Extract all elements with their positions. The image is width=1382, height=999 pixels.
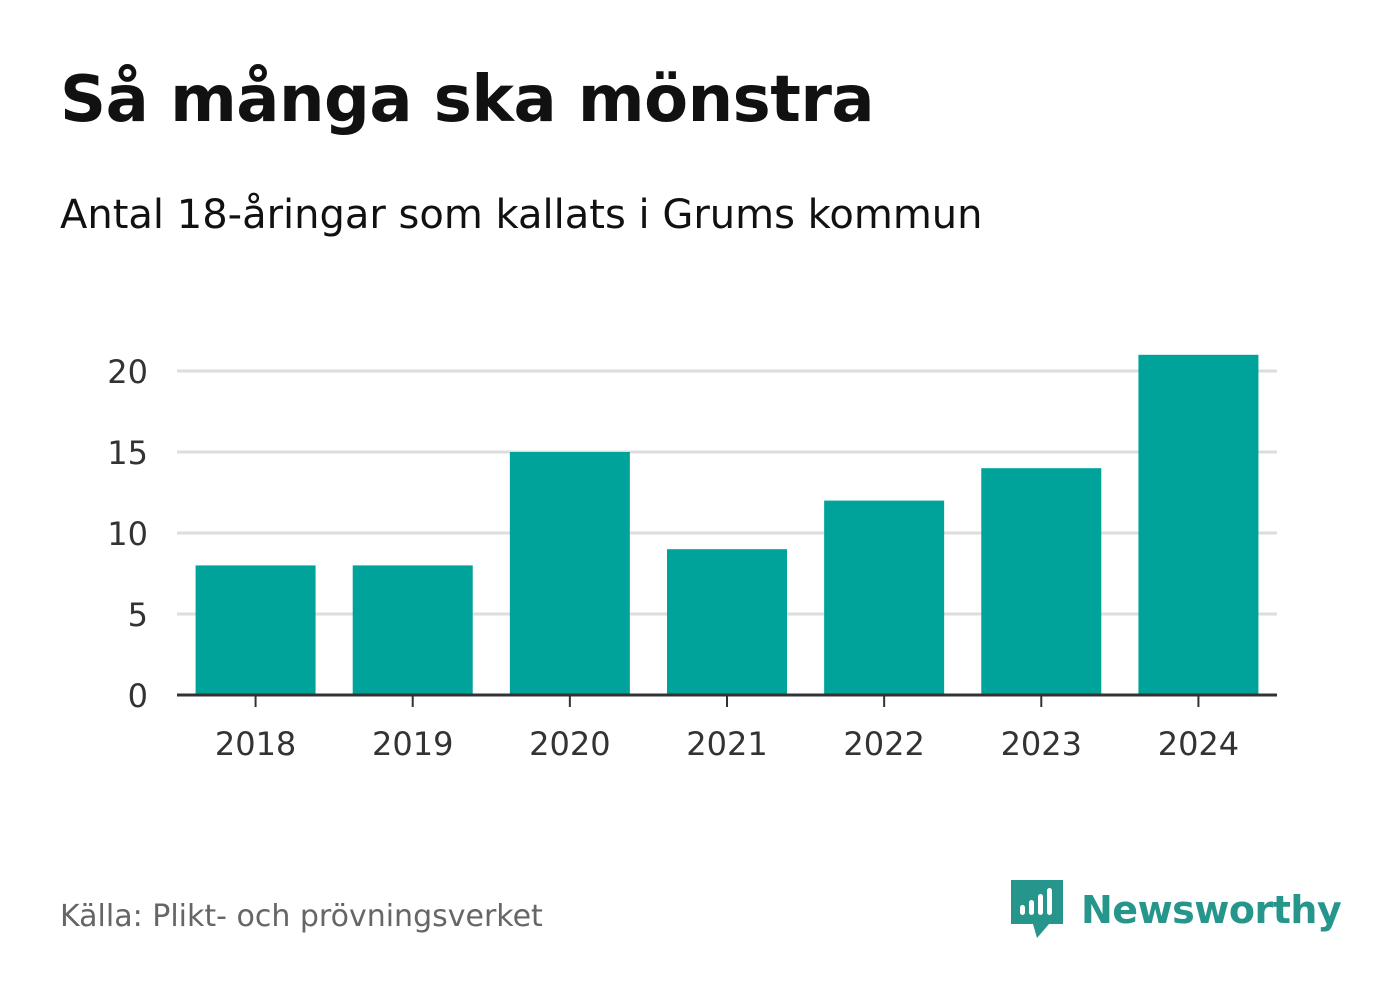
x-axis: 2018 2019 2020 2021 2022 2023 2024 xyxy=(177,693,1277,763)
source-note: Källa: Plikt- och prövningsverket xyxy=(60,899,543,934)
bar xyxy=(1138,354,1259,695)
x-tick-label: 2022 xyxy=(843,725,924,763)
y-tick-label: 20 xyxy=(107,353,148,391)
x-tick-label: 2023 xyxy=(1001,725,1082,763)
x-tick-label: 2021 xyxy=(686,725,767,763)
x-tick-label: 2018 xyxy=(215,725,296,763)
newsworthy-logo-icon xyxy=(1011,880,1063,938)
chart-title: Så många ska mönstra xyxy=(60,63,875,137)
y-tick-label: 10 xyxy=(107,515,148,553)
x-tick-label: 2020 xyxy=(529,725,610,763)
brand-logo: Newsworthy xyxy=(1011,880,1342,940)
bar xyxy=(981,468,1102,695)
chart-subtitle: Antal 18-åringar som kallats i Grums kom… xyxy=(60,192,983,238)
bar xyxy=(509,452,630,695)
brand-name: Newsworthy xyxy=(1081,888,1342,932)
bar xyxy=(195,565,316,695)
bar xyxy=(667,549,787,695)
bars xyxy=(195,354,1259,695)
y-tick-label: 5 xyxy=(128,596,148,634)
x-tick-label: 2019 xyxy=(372,725,453,763)
y-tick-label: 0 xyxy=(128,677,148,715)
bar xyxy=(352,565,473,695)
y-axis-tick-labels: 0 5 10 15 20 xyxy=(107,353,148,715)
bar xyxy=(824,500,945,695)
x-tick-label: 2024 xyxy=(1158,725,1239,763)
y-tick-label: 15 xyxy=(107,434,148,472)
